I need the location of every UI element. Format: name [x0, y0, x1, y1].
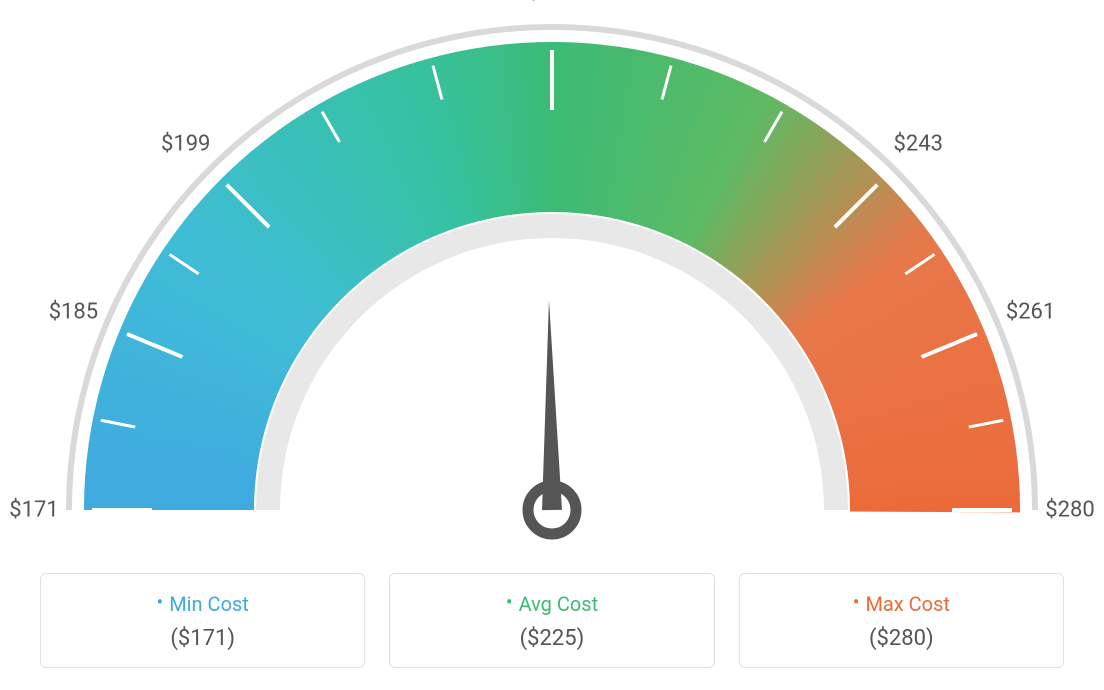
legend-card-min: •Min Cost ($171)	[40, 573, 365, 668]
gauge-svg	[0, 0, 1104, 555]
legend-dot-avg: •	[506, 590, 513, 614]
legend-label-max: Max Cost	[865, 592, 950, 616]
gauge-needle	[542, 300, 562, 510]
legend-value-min: ($171)	[51, 626, 354, 651]
gauge-tick-label: $243	[894, 131, 943, 156]
legend-dot-max: •	[853, 590, 860, 614]
cost-gauge-container: $171$185$199$225$243$261$280 •Min Cost (…	[0, 0, 1104, 690]
legend-title-max: •Max Cost	[750, 592, 1053, 616]
legend-card-max: •Max Cost ($280)	[739, 573, 1064, 668]
gauge-tick-label: $225	[527, 0, 576, 5]
gauge-area: $171 $185 $199 $225 $243 $261 $280	[0, 0, 1104, 555]
gauge-tick-label: $280	[1045, 498, 1094, 523]
legend-title-min: •Min Cost	[51, 592, 354, 616]
legend-title-avg: •Avg Cost	[400, 592, 703, 616]
legend-value-avg: ($225)	[400, 626, 703, 651]
legend-label-avg: Avg Cost	[519, 592, 599, 616]
legend-row: •Min Cost ($171) •Avg Cost ($225) •Max C…	[40, 573, 1064, 668]
legend-dot-min: •	[156, 590, 163, 614]
gauge-tick-label: $261	[1006, 299, 1055, 324]
gauge-tick-label: $185	[49, 299, 98, 324]
legend-label-min: Min Cost	[169, 592, 249, 616]
gauge-tick-label: $199	[161, 131, 210, 156]
legend-card-avg: •Avg Cost ($225)	[389, 573, 714, 668]
gauge-tick-label: $171	[9, 498, 58, 523]
legend-value-max: ($280)	[750, 626, 1053, 651]
